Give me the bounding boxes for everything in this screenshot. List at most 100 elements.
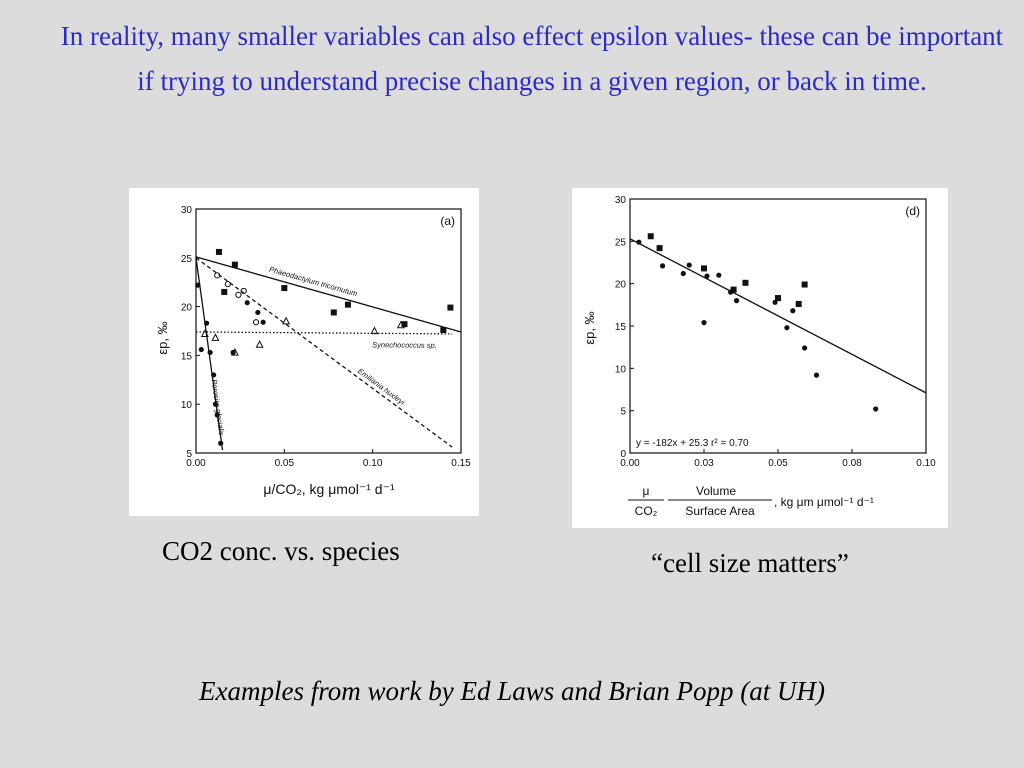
data-point bbox=[873, 406, 879, 412]
data-point bbox=[784, 325, 790, 331]
data-point bbox=[214, 412, 220, 418]
caption-cell-size: “cell size matters” bbox=[651, 548, 849, 578]
data-point bbox=[255, 340, 264, 348]
data-point bbox=[790, 308, 796, 314]
data-point bbox=[716, 272, 722, 278]
x-axis-label: μ/CO₂, kg μmol⁻¹ d⁻¹ bbox=[263, 481, 395, 497]
data-point bbox=[775, 295, 781, 302]
data-point bbox=[212, 401, 219, 407]
slide-title: In reality, many smaller variables can a… bbox=[60, 21, 1004, 96]
data-point bbox=[252, 319, 260, 326]
y-tick-label: 30 bbox=[181, 205, 193, 216]
chart-panel-d: 0 5 10 15 20 25 30 0.00 0.03 0.05 0.08 0.10 (d) y = -… bbox=[572, 188, 948, 528]
data-point bbox=[801, 281, 808, 288]
x-tick-label: 0.10 bbox=[916, 458, 936, 469]
x-tick-label: 0.03 bbox=[694, 458, 714, 469]
data-point bbox=[244, 300, 250, 306]
fit-line bbox=[195, 331, 453, 335]
data-point bbox=[447, 304, 454, 311]
data-point bbox=[742, 279, 749, 286]
data-point bbox=[704, 273, 710, 279]
caption-co2-species: CO2 conc. vs. species bbox=[162, 536, 400, 566]
y-tick-label: 5 bbox=[620, 407, 626, 418]
data-point bbox=[195, 282, 201, 288]
data-point bbox=[218, 440, 224, 446]
y-tick-label: 25 bbox=[181, 254, 193, 265]
x-label-surface-area: Surface Area bbox=[685, 504, 755, 518]
data-point bbox=[802, 345, 808, 351]
data-point bbox=[211, 372, 217, 378]
chart-panel-a: 5 10 15 20 25 30 0.00 0.05 0.10 0.15 (a) Phaeodacty… bbox=[129, 188, 479, 516]
data-point bbox=[636, 239, 642, 245]
data-point bbox=[211, 333, 220, 341]
data-point bbox=[224, 281, 231, 288]
data-point bbox=[215, 248, 222, 255]
data-point bbox=[659, 263, 666, 269]
data-point bbox=[281, 285, 288, 292]
data-point bbox=[370, 326, 379, 335]
data-point bbox=[647, 233, 654, 240]
y-tick-label: 15 bbox=[615, 322, 627, 333]
regression-equation: y = -182x + 25.3 r² = 0.70 bbox=[636, 438, 749, 449]
data-point bbox=[686, 262, 692, 268]
chart-d: 0 5 10 15 20 25 30 0.00 0.03 0.05 0.08 0.10 (d) y = -… bbox=[582, 195, 936, 518]
data-point bbox=[396, 320, 405, 329]
x-tick-label: 0.05 bbox=[275, 458, 295, 469]
data-point bbox=[235, 291, 242, 298]
data-point bbox=[772, 299, 778, 305]
x-label-volume: Volume bbox=[696, 484, 736, 498]
y-tick-label: 0 bbox=[620, 449, 626, 460]
data-point bbox=[214, 272, 221, 279]
x-label-units: , kg μm μmol⁻¹ d⁻¹ bbox=[774, 495, 874, 509]
data-point bbox=[701, 265, 707, 272]
data-point bbox=[440, 327, 447, 334]
data-point bbox=[207, 349, 213, 356]
fit-line bbox=[629, 238, 927, 394]
data-point bbox=[701, 320, 707, 326]
data-point bbox=[330, 309, 337, 316]
x-label-mu: μ bbox=[643, 484, 650, 498]
series-label-porosira: Porosira glacialis bbox=[210, 379, 227, 437]
fit-line bbox=[195, 256, 462, 333]
data-point bbox=[230, 349, 236, 356]
x-label-co2: CO₂ bbox=[635, 504, 658, 518]
y-tick-label: 15 bbox=[181, 351, 193, 362]
data-point bbox=[260, 319, 266, 325]
plot-frame bbox=[195, 208, 462, 454]
data-point bbox=[730, 286, 737, 293]
data-point bbox=[795, 300, 802, 307]
data-point bbox=[813, 372, 820, 378]
data-point bbox=[680, 270, 686, 277]
data-point bbox=[204, 320, 210, 326]
y-tick-label: 5 bbox=[186, 449, 192, 460]
data-point bbox=[344, 301, 351, 308]
y-tick-label: 20 bbox=[615, 280, 627, 291]
data-point bbox=[240, 287, 247, 295]
x-tick-label: 0.05 bbox=[768, 458, 788, 469]
y-tick-label: 25 bbox=[615, 237, 627, 248]
y-tick-label: 30 bbox=[615, 195, 627, 206]
x-tick-label: 0.10 bbox=[363, 458, 383, 469]
y-tick-label: 10 bbox=[181, 400, 193, 411]
data-point bbox=[255, 309, 261, 316]
x-tick-label: 0.00 bbox=[620, 458, 640, 469]
panel-label-a: (a) bbox=[440, 214, 455, 228]
x-tick-label: 0.08 bbox=[842, 458, 862, 469]
data-point bbox=[282, 316, 291, 325]
data-point bbox=[656, 245, 663, 252]
series-label-synechococcus: Synechococcus sp. bbox=[372, 340, 437, 349]
x-tick-label: 0.15 bbox=[451, 458, 471, 469]
data-point bbox=[728, 289, 734, 295]
footer-credit: Examples from work by Ed Laws and Brian … bbox=[199, 676, 825, 706]
x-tick-label: 0.00 bbox=[186, 458, 206, 469]
y-axis-label: εp, ‰ bbox=[582, 311, 597, 344]
data-point bbox=[733, 298, 740, 304]
series-label-emiliania: Emiliania huxleyi bbox=[356, 366, 407, 407]
data-point bbox=[231, 261, 238, 268]
data-point bbox=[221, 288, 228, 295]
y-axis-label: εp, ‰ bbox=[155, 321, 170, 354]
panel-label-d: (d) bbox=[905, 204, 920, 218]
data-point bbox=[401, 321, 408, 328]
data-point bbox=[198, 346, 204, 353]
